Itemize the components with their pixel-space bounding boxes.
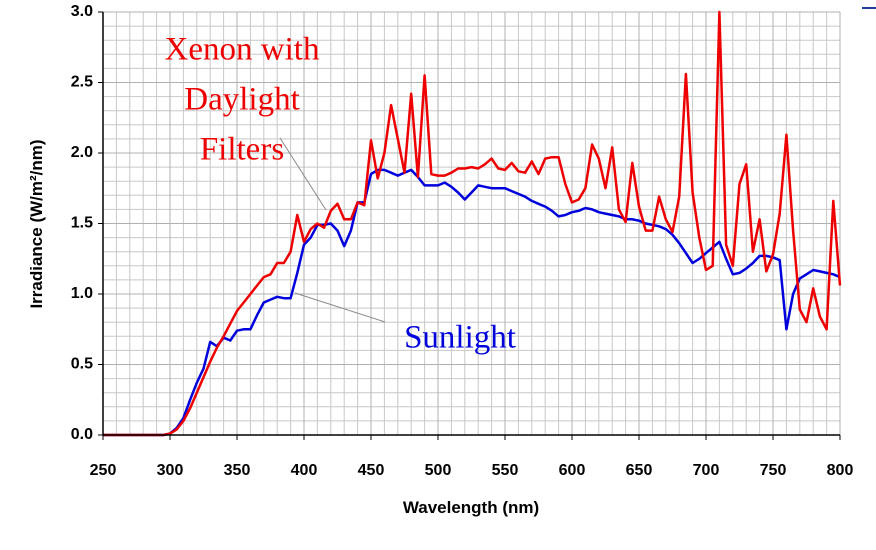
x-axis-label: Wavelength (nm) xyxy=(403,498,539,517)
y-tick-label: 1.0 xyxy=(71,285,93,302)
x-tick-label: 800 xyxy=(827,462,854,479)
annotation: Sunlight xyxy=(404,320,516,356)
series-line xyxy=(103,10,842,437)
y-tick-label: 0.5 xyxy=(71,356,93,373)
annotation: Filters xyxy=(200,132,284,168)
annotation: Daylight xyxy=(184,82,299,118)
x-tick-label: 400 xyxy=(291,462,318,479)
x-tick-label: 550 xyxy=(492,462,519,479)
y-tick-label: 2.5 xyxy=(71,74,93,91)
x-tick-label: 300 xyxy=(157,462,184,479)
y-tick-label: 2.0 xyxy=(71,144,93,161)
series-line xyxy=(103,168,841,437)
x-tick-label: 750 xyxy=(760,462,787,479)
y-tick-label: 1.5 xyxy=(71,215,93,232)
x-tick-label: 650 xyxy=(626,462,653,479)
sunlight-leader-line xyxy=(294,292,386,323)
x-tick-label: 600 xyxy=(559,462,586,479)
x-tick-label: 500 xyxy=(425,462,452,479)
y-tick-label: 3.0 xyxy=(71,3,93,20)
x-tick-label: 350 xyxy=(224,462,251,479)
x-tick-label: 250 xyxy=(90,462,117,479)
annotation: Xenon with xyxy=(165,32,320,68)
y-tick-label: 0.0 xyxy=(71,426,93,443)
x-tick-label: 450 xyxy=(358,462,385,479)
y-axis-label: Irradiance (W/m²/nm) xyxy=(27,139,46,308)
x-tick-label: 700 xyxy=(693,462,720,479)
xenon-leader-line xyxy=(279,137,327,211)
